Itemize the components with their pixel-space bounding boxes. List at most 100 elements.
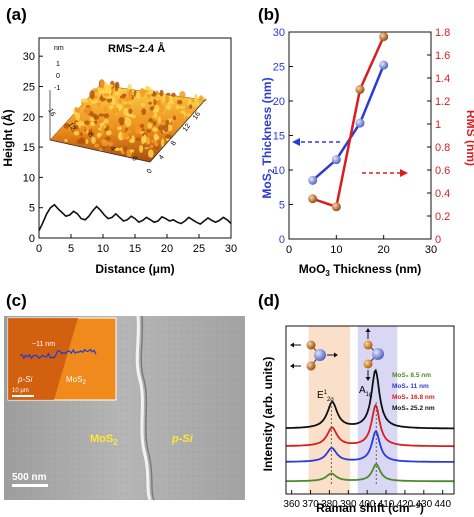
surface-bump xyxy=(125,130,132,134)
afm-x-tick: 16 xyxy=(46,108,56,118)
x-tick-label: 10 xyxy=(330,244,342,256)
s-atom xyxy=(363,340,373,350)
mos2-thickness-point xyxy=(355,118,365,128)
surface-bump xyxy=(74,124,79,130)
surface-bump xyxy=(97,132,101,138)
right-y-tick-label: 0.6 xyxy=(435,165,450,177)
panel-d-x-axis-label: Raman shift (cm⁻¹) xyxy=(316,501,424,515)
surface-bump xyxy=(104,106,108,113)
x-tick-label: 360 xyxy=(283,499,300,510)
panel-d-y-axis-label: Intensity (arb. units) xyxy=(261,357,275,472)
surface-bump xyxy=(172,115,177,121)
mo-atom xyxy=(314,349,326,361)
surface-bump xyxy=(171,92,176,98)
legend-item-11nm: MoS₂ 11 nm xyxy=(392,383,429,390)
arrowhead xyxy=(365,377,371,381)
surface-bump xyxy=(110,123,114,128)
panel-d-axes: 360 370 380 390 400 410 420 430 440 xyxy=(283,490,451,510)
surface-bump xyxy=(149,144,154,149)
blue-arrowhead xyxy=(292,138,300,146)
surface-bump xyxy=(103,93,110,97)
x-tick-label: 20 xyxy=(378,244,390,256)
afm-scale-label: 10 μm xyxy=(12,388,29,394)
y-tick-label: 25 xyxy=(23,81,35,93)
a1g-molecule-schematic xyxy=(363,328,384,381)
y-tick-label: 20 xyxy=(23,112,35,124)
surface-bump xyxy=(141,108,147,116)
afm-y-axis xyxy=(149,99,206,163)
afm-2d-inset: ~11 nm p-Si MoS2 10 μm xyxy=(7,317,117,401)
surface-bump xyxy=(75,112,81,121)
surface-bump xyxy=(142,138,146,142)
surface-bump xyxy=(154,104,160,113)
rms-point xyxy=(355,85,365,94)
e-main: E xyxy=(317,390,324,401)
panel-b-axes: 0 10 20 3005101520253000.20.40.60.811.21.41… xyxy=(273,27,451,256)
afm-z-tick-2: 0 xyxy=(56,73,60,80)
x-tick-label: 430 xyxy=(415,499,432,510)
surface-bump xyxy=(64,138,68,143)
x-tick-label: 30 xyxy=(425,244,437,256)
panel-a-x-axis-label: Distance (μm) xyxy=(95,262,174,276)
surface-bump xyxy=(90,122,96,127)
a-main: A xyxy=(359,385,366,396)
surface-bump xyxy=(118,117,125,125)
x-tick-label: 20 xyxy=(161,243,173,255)
thickness-text: Thickness (nm) xyxy=(260,77,274,168)
surface-bump xyxy=(189,104,193,109)
surface-bump xyxy=(165,134,173,139)
afm-z-tick-1: 1 xyxy=(56,61,60,68)
raman-spectrum-line xyxy=(286,368,454,430)
afm-psi-label: p-Si xyxy=(17,375,32,384)
arrowhead xyxy=(334,352,338,358)
surface-bump xyxy=(194,93,198,103)
panel-d-legend: MoS₂ 8.5 nm MoS₂ 11 nm MoS₂ 16.8 nm MoS₂… xyxy=(392,372,435,412)
surface-bump xyxy=(91,136,96,144)
surface-bump xyxy=(114,91,120,96)
surface-bump xyxy=(161,138,165,148)
left-y-tick-label: 0 xyxy=(279,234,285,246)
surface-bump xyxy=(147,89,153,94)
surface-bump xyxy=(127,84,132,90)
panel-b-label: (b) xyxy=(258,5,280,24)
right-y-tick-label: 1.4 xyxy=(435,73,450,85)
surface-bump xyxy=(177,99,183,105)
surface-bump xyxy=(73,131,80,136)
surface-bump xyxy=(105,130,112,136)
surface-bump xyxy=(63,122,69,129)
surface-bump xyxy=(100,79,105,89)
surface-bump xyxy=(141,103,145,107)
surface-bump xyxy=(85,123,92,131)
surface-bump xyxy=(100,139,106,143)
afm-x-tick: 8 xyxy=(86,132,94,139)
surface-bump xyxy=(122,146,128,152)
right-y-tick-label: 0 xyxy=(435,234,441,246)
y-tick-label: 5 xyxy=(29,203,35,215)
surface-bump xyxy=(136,115,143,121)
surface-bump xyxy=(154,141,159,147)
afm-y-tick: 8 xyxy=(170,140,178,147)
sem-edge xyxy=(135,315,152,501)
afm-z-unit: nm xyxy=(54,45,64,52)
rms-point xyxy=(308,194,318,204)
y-tick-label: 30 xyxy=(23,51,35,63)
afm-x-tick: 0 xyxy=(130,156,138,163)
left-y-tick-label: 25 xyxy=(273,62,285,74)
surface-bump xyxy=(98,127,102,131)
surface-bump xyxy=(139,88,146,98)
left-y-tick-label: 15 xyxy=(273,131,285,143)
x-tick-label: 410 xyxy=(378,499,395,510)
surface-bump xyxy=(111,100,116,105)
e2g-molecule-schematic xyxy=(290,340,338,371)
surface-bump xyxy=(185,105,190,110)
surface-bump xyxy=(129,149,135,153)
surface-bump xyxy=(94,95,98,99)
surface-bump xyxy=(96,119,101,126)
panel-b-chart: (b) 0 10 20 3005101520253000.20.40.60.811.2… xyxy=(258,5,474,278)
surface-bump xyxy=(153,133,158,141)
surface-bump xyxy=(123,107,130,116)
right-y-tick-label: 0.8 xyxy=(435,142,450,154)
afm-y-tick: 16 xyxy=(192,111,202,121)
legend-item-16-8nm: MoS₂ 16.8 nm xyxy=(392,394,435,401)
